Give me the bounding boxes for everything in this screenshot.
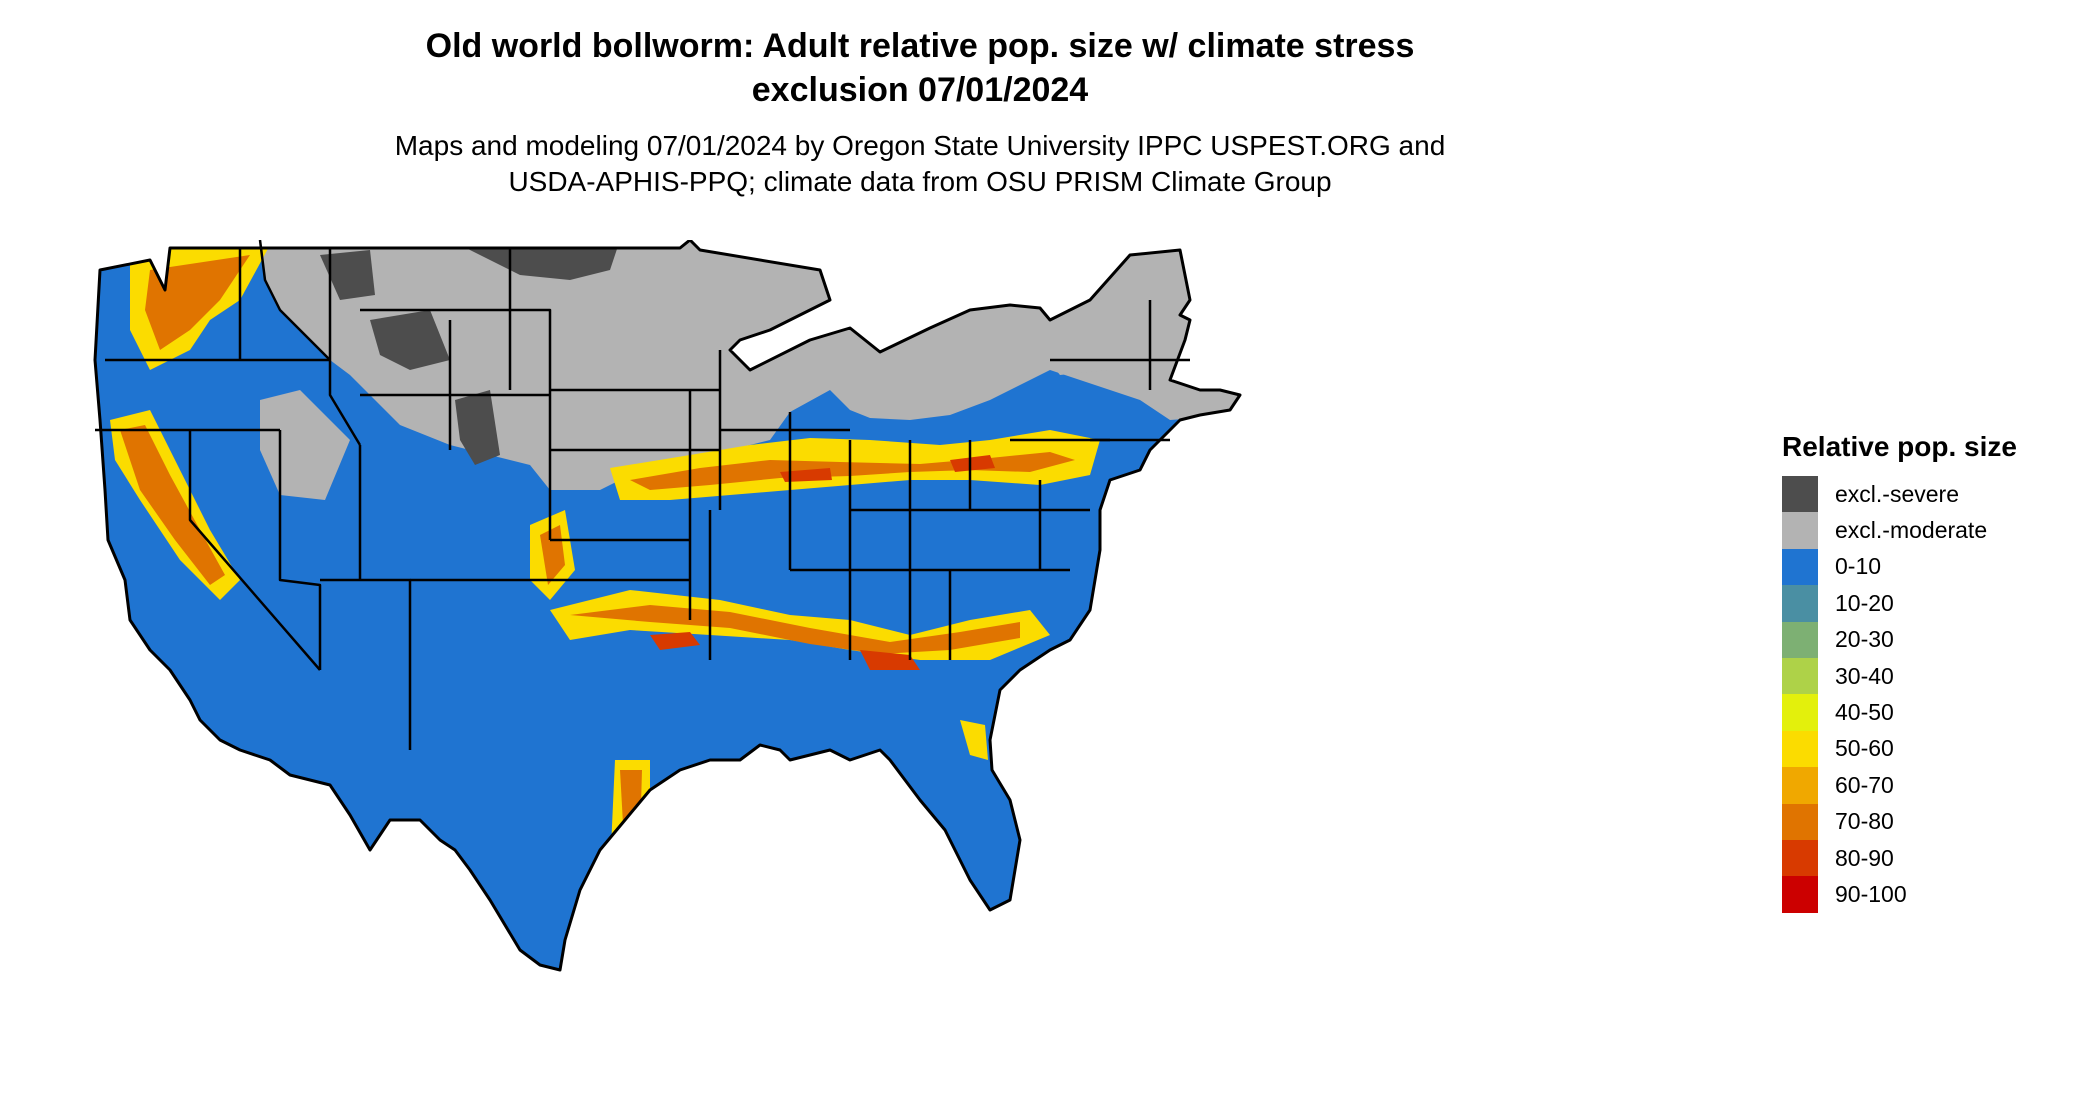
map-title-line-2: exclusion 07/01/2024 [751, 71, 1089, 109]
legend-label: excl.-moderate [1835, 517, 1988, 544]
legend-swatch [1782, 657, 1818, 695]
legend-item: 0-10 [1782, 548, 2082, 586]
legend-item: 60-70 [1782, 767, 2082, 804]
legend-item: 90-100 [1782, 876, 2082, 913]
legend-label: 90-100 [1835, 880, 1907, 907]
legend-item: 80-90 [1782, 839, 2082, 877]
legend-label: 20-30 [1835, 626, 1894, 653]
legend-item: 40-50 [1782, 694, 2082, 731]
legend-label: 60-70 [1835, 771, 1894, 798]
legend-label: 10-20 [1835, 589, 1894, 616]
legend-item: 50-60 [1782, 730, 2082, 768]
map-title-line-1: Old world bollworm: Adult relative pop. … [425, 27, 1415, 65]
map-subtitle-line-2: USDA-APHIS-PPQ; climate data from OSU PR… [508, 166, 1332, 197]
legend-swatch [1782, 803, 1818, 840]
legend-label: 80-90 [1835, 844, 1894, 871]
legend-item: excl.-moderate [1782, 512, 2082, 549]
legend-item: 20-30 [1782, 621, 2082, 658]
legend-swatch [1782, 585, 1818, 622]
legend-label: 30-40 [1835, 662, 1894, 689]
legend-swatch [1782, 476, 1818, 513]
legend-label: 40-50 [1835, 699, 1894, 726]
legend-swatch [1782, 694, 1818, 731]
legend-item: 10-20 [1782, 585, 2082, 622]
us-population-map [93, 240, 1242, 972]
legend-item: excl.-severe [1782, 476, 2082, 513]
legend-label: excl.-severe [1835, 480, 1959, 507]
legend-swatch [1782, 839, 1818, 877]
legend-label: 50-60 [1835, 735, 1894, 762]
legend-swatch [1782, 876, 1818, 913]
legend-item: 70-80 [1782, 803, 2082, 840]
legend-title: Relative pop. size [1782, 431, 2017, 462]
legend-swatch [1782, 621, 1818, 658]
legend-swatch [1782, 548, 1818, 586]
legend-swatch [1782, 767, 1818, 804]
map-legend: Relative pop. size excl.-severe excl.-mod… [1782, 430, 2082, 913]
legend-item: 30-40 [1782, 657, 2082, 695]
legend-label: 0-10 [1835, 553, 1882, 580]
map-subtitle-line-1: Maps and modeling 07/01/2024 by Oregon S… [394, 130, 1446, 161]
legend-swatch [1782, 730, 1818, 768]
legend-swatch [1782, 512, 1818, 549]
legend-label: 70-80 [1835, 808, 1894, 835]
